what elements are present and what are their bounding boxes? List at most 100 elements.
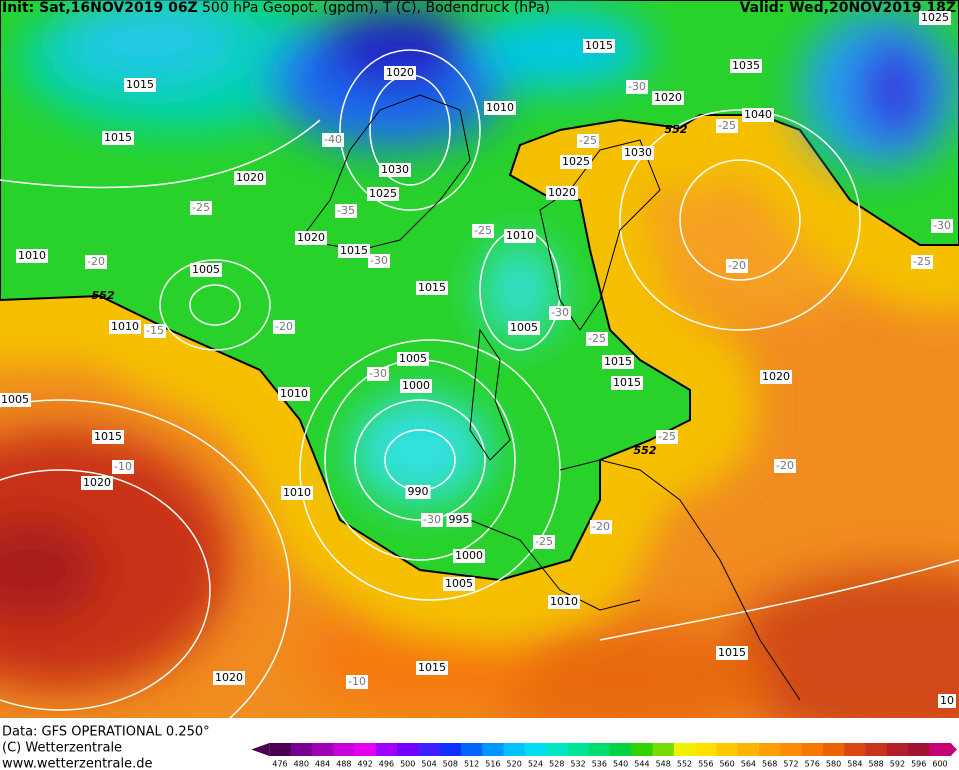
label-box (397, 352, 429, 366)
colorbar-segment (567, 743, 590, 756)
colorbar-tick-label: 500 (400, 760, 415, 769)
contour-label: 552 (634, 444, 657, 457)
colorbar-segment (354, 743, 377, 756)
label-box (611, 376, 643, 390)
label-box (416, 661, 448, 675)
data-source: Data: GFS OPERATIONAL 0.250° (2, 725, 210, 740)
label-text: 1020 (548, 186, 576, 199)
label-text: 1035 (732, 59, 760, 72)
label-text: 1015 (604, 355, 632, 368)
label-text: 1020 (762, 370, 790, 383)
colorbar-arrow-right (950, 743, 957, 756)
label-box (384, 66, 416, 80)
colorbar-tick-label: 548 (656, 760, 671, 769)
colorbar-tick-label: 476 (272, 760, 287, 769)
label-text: 1020 (654, 91, 682, 104)
colorbar-tick-label: 504 (421, 760, 436, 769)
label-box (726, 259, 748, 273)
label-box (716, 119, 738, 133)
label-text: 1015 (126, 78, 154, 91)
label-text: -20 (592, 520, 610, 533)
label-text: -15 (146, 324, 164, 337)
label-text: 10 (940, 694, 954, 707)
label-box (367, 187, 399, 201)
colorbar-segment (929, 743, 952, 756)
label-text: -25 (588, 332, 606, 345)
label-text: -25 (535, 535, 553, 548)
colorbar-segment (737, 743, 760, 756)
colorbar-segment (780, 743, 803, 756)
colorbar-tick-label: 560 (719, 760, 734, 769)
label-box (273, 320, 295, 334)
colorbar-tick-label: 588 (868, 760, 883, 769)
label-box (583, 39, 615, 53)
label-text: 1020 (236, 171, 264, 184)
label-text: -20 (728, 259, 746, 272)
label-text: -30 (370, 254, 388, 267)
label-box (81, 476, 113, 490)
colorbar-segment (908, 743, 930, 756)
label-text: 1010 (280, 387, 308, 400)
label-box (602, 355, 634, 369)
label-box (911, 255, 933, 269)
label-text: -35 (337, 204, 355, 217)
colorbar-segment (397, 743, 419, 756)
label-box (533, 535, 555, 549)
label-box (338, 244, 370, 258)
colorbar-tick-label: 584 (847, 760, 862, 769)
contour-label: 552 (665, 123, 688, 136)
label-box (400, 379, 432, 393)
label-box (931, 219, 953, 233)
label-text: 1025 (562, 155, 590, 168)
colorbar-segment (460, 743, 483, 756)
label-box (577, 134, 599, 148)
label-text: 1005 (1, 393, 29, 406)
colorbar-tick-label: 600 (932, 760, 947, 769)
label-box (92, 430, 124, 444)
label-text: -30 (423, 513, 441, 526)
label-box (0, 393, 31, 407)
label-text: -25 (718, 119, 736, 132)
label-text: -25 (913, 255, 931, 268)
label-text: -30 (551, 306, 569, 319)
label-text: 1020 (386, 66, 414, 79)
valid-time: Valid: Wed,20NOV2019 18Z (740, 0, 956, 16)
colorbar-segment (546, 743, 568, 756)
colorbar-segment (439, 743, 462, 756)
colorbar-tick-label: 556 (698, 760, 713, 769)
colorbar-tick-label: 528 (549, 760, 564, 769)
label-text: 1015 (104, 131, 132, 144)
colorbar-tick-label: 592 (890, 760, 905, 769)
colorbar-segment (418, 743, 441, 756)
map-title: 500 hPa Geopot. (gpdm), T (C), Bodendruc… (202, 0, 550, 16)
colorbar-tick-label: 492 (358, 760, 373, 769)
label-text: 1025 (369, 187, 397, 200)
label-box (938, 694, 956, 708)
colorbar-segment (844, 743, 866, 756)
colorbar-tick-label: 544 (634, 760, 649, 769)
label-box (446, 513, 472, 527)
label-text: 1005 (399, 352, 427, 365)
label-box (322, 133, 344, 147)
colorbar-tick-label: 488 (336, 760, 351, 769)
label-box (124, 78, 156, 92)
label-box (560, 155, 592, 169)
colorbar-tick-label: 516 (485, 760, 500, 769)
label-text: -20 (776, 459, 794, 472)
label-box (16, 249, 48, 263)
colorbar-segment (673, 743, 696, 756)
label-text: 1005 (445, 577, 473, 590)
colorbar-tick-label: 552 (677, 760, 692, 769)
label-box (774, 459, 796, 473)
label-text: 1030 (381, 163, 409, 176)
label-box (213, 671, 245, 685)
label-box (546, 186, 578, 200)
init-time: Init: Sat,16NOV2019 06Z (2, 0, 198, 16)
label-box (742, 108, 774, 122)
label-text: 1010 (111, 320, 139, 333)
label-box (548, 595, 580, 609)
colorbar-segment (886, 743, 909, 756)
